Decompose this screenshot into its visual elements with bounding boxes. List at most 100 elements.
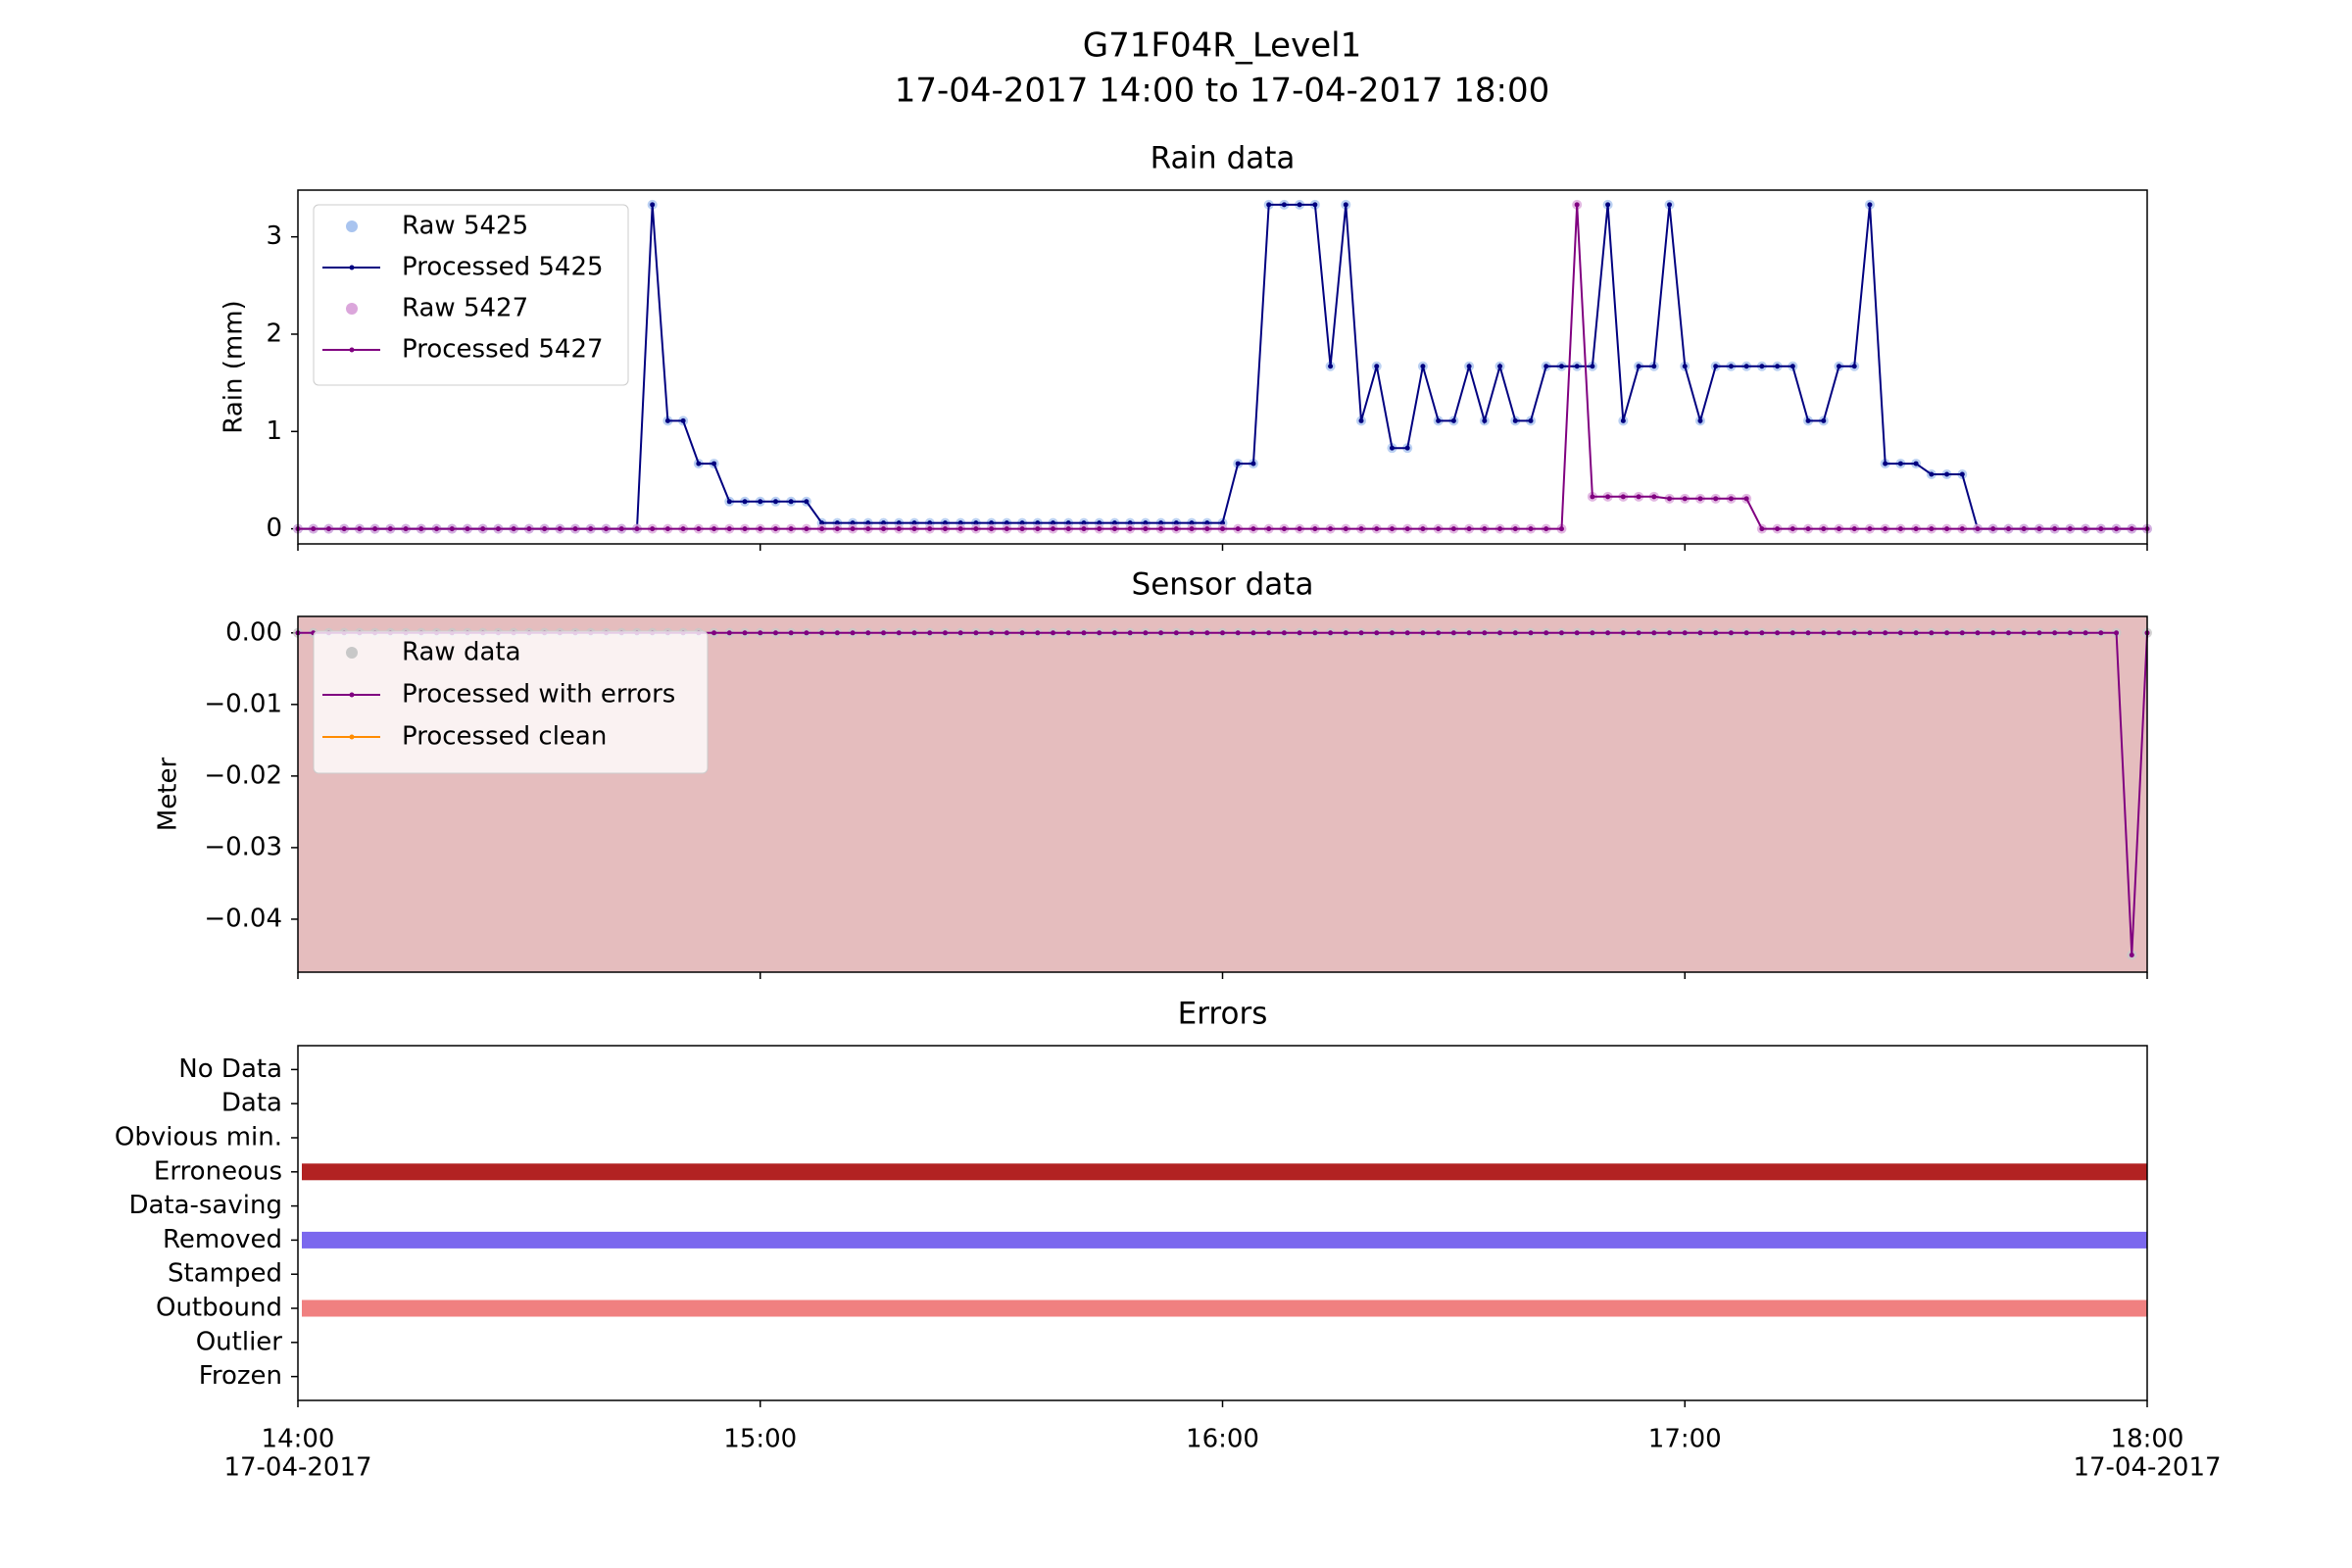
line-point [1682,496,1688,502]
legend-label: Raw 5427 [402,294,528,323]
line-point [650,202,656,208]
y-tick-label: −0.01 [204,689,282,718]
legend-marker [346,647,358,659]
error-band [302,1163,2147,1181]
line-point [1697,630,1703,636]
line-point [1266,630,1272,636]
line-point [387,526,393,532]
x-tick-label: 17-04-2017 [223,1453,371,1483]
line-point [788,630,794,636]
line-point [1913,526,1919,532]
line-point [1051,526,1056,532]
figure-title: G71F04R_Level1 [1083,26,1361,66]
line-point [1436,417,1442,423]
legend-marker [346,303,358,315]
line-point [1111,526,1117,532]
line-point [1897,630,1903,636]
line-point [1497,364,1503,369]
y-tick-label: Data [221,1089,282,1118]
line-point [1959,630,1965,636]
line-point [1127,630,1133,636]
line-point [834,526,840,532]
line-point [526,526,532,532]
line-point [1590,494,1595,500]
line-point [1389,445,1395,451]
line-point [973,526,979,532]
line-point [634,526,640,532]
line-point [480,526,486,532]
line-point [2067,526,2073,532]
line-point [1620,494,1626,500]
line-point [1713,364,1719,369]
line-point [1667,496,1673,502]
line-point [1605,494,1611,500]
line-point [1235,461,1241,466]
line-point [1775,630,1781,636]
line-point [465,526,470,532]
line-point [1220,526,1225,532]
line-point [772,499,778,505]
y-axis-label: Meter [154,758,183,832]
line-point [1558,526,1564,532]
line-point [1620,417,1626,423]
line-point [1328,364,1334,369]
line-point [896,526,902,532]
line-point [2005,630,2011,636]
line-point [1636,364,1642,369]
axes-frame [297,1045,2148,1401]
line-point [1158,526,1164,532]
line-point [1837,364,1841,369]
y-tick-label: 0 [266,514,282,543]
line-point [1189,630,1195,636]
line-point [1851,526,1857,532]
line-point [1605,202,1611,208]
y-tick-label: −0.04 [204,904,282,933]
line-point [927,526,933,532]
line-point [1004,630,1009,636]
line-point [1312,202,1318,208]
line-point [758,499,763,505]
line-point [1436,630,1442,636]
line-point [1420,526,1426,532]
line-point [1867,202,1873,208]
line-point [1004,526,1009,532]
line-point [696,461,702,466]
line-point [1111,630,1117,636]
line-point [1173,526,1179,532]
line-point [311,526,317,532]
line-point [1574,202,1580,208]
line-point [1220,630,1225,636]
line-point [1035,630,1041,636]
line-point [1019,526,1025,532]
x-tick-label: 17-04-2017 [2073,1453,2221,1483]
line-point [1728,496,1734,502]
y-tick-label: No Data [178,1054,282,1084]
line-point [1574,630,1580,636]
legend-label: Processed with errors [402,680,675,710]
line-point [2052,630,2058,636]
line-point [834,630,840,636]
y-tick-label: Frozen [199,1361,282,1391]
legend-box [313,204,629,386]
y-tick-label: 3 [266,221,282,251]
line-point [1651,494,1657,500]
line-point [1528,526,1534,532]
line-point [618,526,624,532]
line-point [819,630,825,636]
line-point [1081,526,1087,532]
line-point [927,630,933,636]
line-point [1789,630,1795,636]
legend-label: Processed clean [402,722,607,752]
line-point [1158,630,1164,636]
line-point [804,630,809,636]
line-point [1065,526,1071,532]
line-point [650,526,656,532]
line-point [1728,364,1734,369]
line-point [403,526,409,532]
legend-marker [349,347,355,353]
legend-marker [349,265,355,270]
line-point [1620,630,1626,636]
y-tick-label: −0.03 [204,832,282,861]
line-point [2114,630,2120,636]
line-point [1512,526,1518,532]
